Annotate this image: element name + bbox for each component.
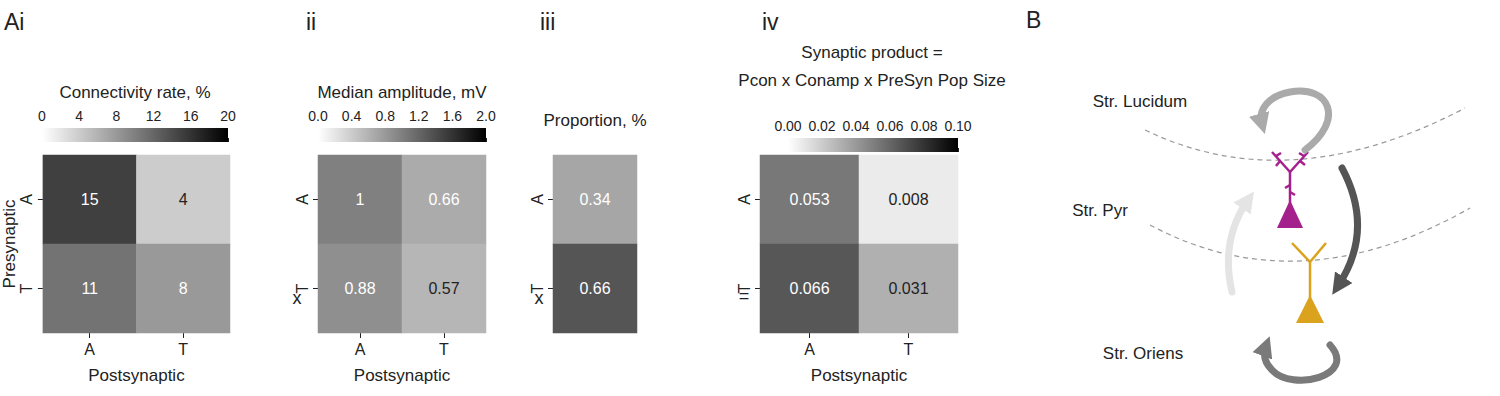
svg-text:0.031: 0.031 (888, 280, 928, 297)
svg-text:Proportion, %: Proportion, % (544, 111, 647, 130)
svg-text:11: 11 (81, 280, 98, 297)
svg-text:T: T (529, 283, 546, 293)
svg-text:1: 1 (356, 191, 365, 208)
svg-text:T: T (294, 283, 311, 293)
svg-text:0.00: 0.00 (774, 118, 801, 134)
svg-text:0.08: 0.08 (910, 118, 937, 134)
svg-text:A: A (529, 194, 546, 205)
svg-text:T: T (439, 341, 449, 358)
svg-text:A: A (736, 194, 753, 205)
svg-text:Str. Pyr: Str. Pyr (1072, 201, 1128, 220)
svg-text:A: A (18, 194, 35, 205)
svg-text:0.06: 0.06 (876, 118, 903, 134)
svg-text:Median amplitude, mV: Median amplitude, mV (317, 83, 487, 102)
svg-text:4: 4 (75, 108, 83, 124)
svg-text:A: A (804, 341, 815, 358)
svg-text:0.10: 0.10 (944, 118, 971, 134)
svg-text:Synaptic product =: Synaptic product = (801, 43, 942, 62)
svg-text:0.02: 0.02 (808, 118, 835, 134)
svg-text:1.2: 1.2 (409, 108, 429, 124)
svg-text:T: T (18, 283, 35, 293)
svg-text:x: x (292, 288, 302, 308)
svg-text:Ai: Ai (4, 9, 24, 35)
svg-text:A: A (84, 341, 95, 358)
svg-text:0.4: 0.4 (342, 108, 362, 124)
svg-text:Str. Oriens: Str. Oriens (1103, 344, 1183, 363)
svg-text:0.04: 0.04 (842, 118, 869, 134)
svg-text:Postsynaptic: Postsynaptic (88, 366, 185, 385)
svg-text:iii: iii (540, 9, 555, 35)
svg-text:Str. Lucidum: Str. Lucidum (1093, 92, 1188, 111)
svg-text:1.6: 1.6 (443, 108, 463, 124)
svg-text:Presynaptic: Presynaptic (0, 199, 19, 288)
svg-text:0.66: 0.66 (579, 280, 610, 297)
svg-text:T: T (904, 341, 914, 358)
svg-text:0.66: 0.66 (428, 191, 459, 208)
svg-text:A: A (355, 341, 366, 358)
svg-text:20: 20 (220, 108, 236, 124)
svg-text:A: A (294, 194, 311, 205)
svg-text:iv: iv (762, 9, 779, 35)
svg-text:ii: ii (306, 9, 316, 35)
svg-text:0: 0 (38, 108, 46, 124)
svg-text:4: 4 (179, 191, 188, 208)
svg-text:0.0: 0.0 (308, 108, 328, 124)
svg-text:16: 16 (183, 108, 199, 124)
svg-text:T: T (178, 341, 188, 358)
svg-text:15: 15 (81, 191, 99, 208)
svg-text:T: T (736, 283, 753, 293)
svg-text:0.88: 0.88 (344, 280, 375, 297)
svg-text:2.0: 2.0 (476, 108, 496, 124)
svg-text:0.57: 0.57 (428, 280, 459, 297)
svg-text:0.066: 0.066 (789, 280, 829, 297)
svg-text:0.8: 0.8 (375, 108, 395, 124)
svg-text:x: x (534, 288, 544, 308)
svg-text:8: 8 (113, 108, 121, 124)
svg-text:0.34: 0.34 (579, 191, 610, 208)
svg-text:12: 12 (146, 108, 162, 124)
svg-text:0.053: 0.053 (789, 191, 829, 208)
svg-text:Pcon x Conamp x PreSyn Pop Siz: Pcon x Conamp x PreSyn Pop Size (738, 71, 1005, 90)
svg-text:8: 8 (179, 280, 188, 297)
svg-text:Postsynaptic: Postsynaptic (811, 366, 908, 385)
svg-text:0.008: 0.008 (888, 191, 928, 208)
svg-text:B: B (1026, 7, 1041, 33)
svg-text:Postsynaptic: Postsynaptic (354, 366, 451, 385)
svg-text:Connectivity rate, %: Connectivity rate, % (59, 83, 210, 102)
